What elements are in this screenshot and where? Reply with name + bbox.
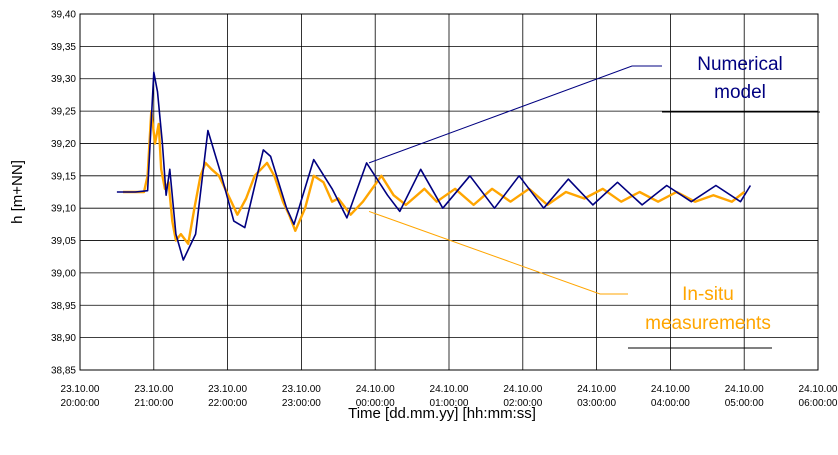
x-tick-label: 24.10.00 00:00:00 [356, 384, 395, 409]
insitu-annotation-label: In-situ measurements [645, 284, 771, 334]
y-tick-label: 39,00 [51, 268, 76, 279]
x-axis-label: Time [dd.mm.yy] [hh:mm:ss] [348, 405, 536, 422]
x-tick-label: 23.10.00 23:00:00 [282, 384, 321, 409]
x-tick-label: 23.10.00 20:00:00 [61, 384, 100, 409]
x-tick-label: 24.10.00 01:00:00 [430, 384, 469, 409]
x-tick-label: 24.10.00 06:00:00 [799, 384, 838, 409]
model-annotation-label: Numerical model [697, 54, 783, 103]
y-axis-label: h [m+NN] [9, 160, 26, 224]
series-lines [116, 71, 752, 261]
y-tick-label: 39,25 [51, 107, 76, 118]
x-tick-label: 24.10.00 03:00:00 [577, 384, 616, 409]
x-tick-label: 23.10.00 21:00:00 [134, 384, 173, 409]
x-tick-label: 24.10.00 05:00:00 [725, 384, 764, 409]
y-tick-label: 39,15 [51, 171, 76, 182]
y-tick-label: 39,20 [51, 139, 76, 150]
x-tick-labels: 23.10.00 20:00:00 23.10.00 21:00:00 23.10.00… [61, 384, 838, 409]
y-tick-label: 39,35 [51, 42, 76, 53]
x-tick-label: 23.10.00 22:00:00 [208, 384, 247, 409]
y-tick-label: 38,85 [51, 366, 76, 377]
series-insitu-line [123, 109, 745, 246]
y-tick-labels: 39,40 39,35 39,30 39,25 39,20 39,15 39,10 39,05… [51, 10, 76, 377]
y-tick-label: 39,40 [51, 10, 76, 21]
x-tick-label: 24.10.00 02:00:00 [503, 384, 542, 409]
annotations: Numerical model In-situ measurements [368, 54, 820, 349]
y-tick-label: 38,95 [51, 301, 76, 312]
insitu-leader-line [368, 210, 628, 295]
y-tick-label: 38,90 [51, 333, 76, 344]
model-leader-line [368, 65, 662, 164]
y-tick-label: 39,10 [51, 204, 76, 215]
x-tick-label: 24.10.00 04:00:00 [651, 384, 690, 409]
y-tick-label: 39,30 [51, 74, 76, 85]
y-tick-label: 39,05 [51, 236, 76, 247]
series-model-line [116, 71, 752, 261]
